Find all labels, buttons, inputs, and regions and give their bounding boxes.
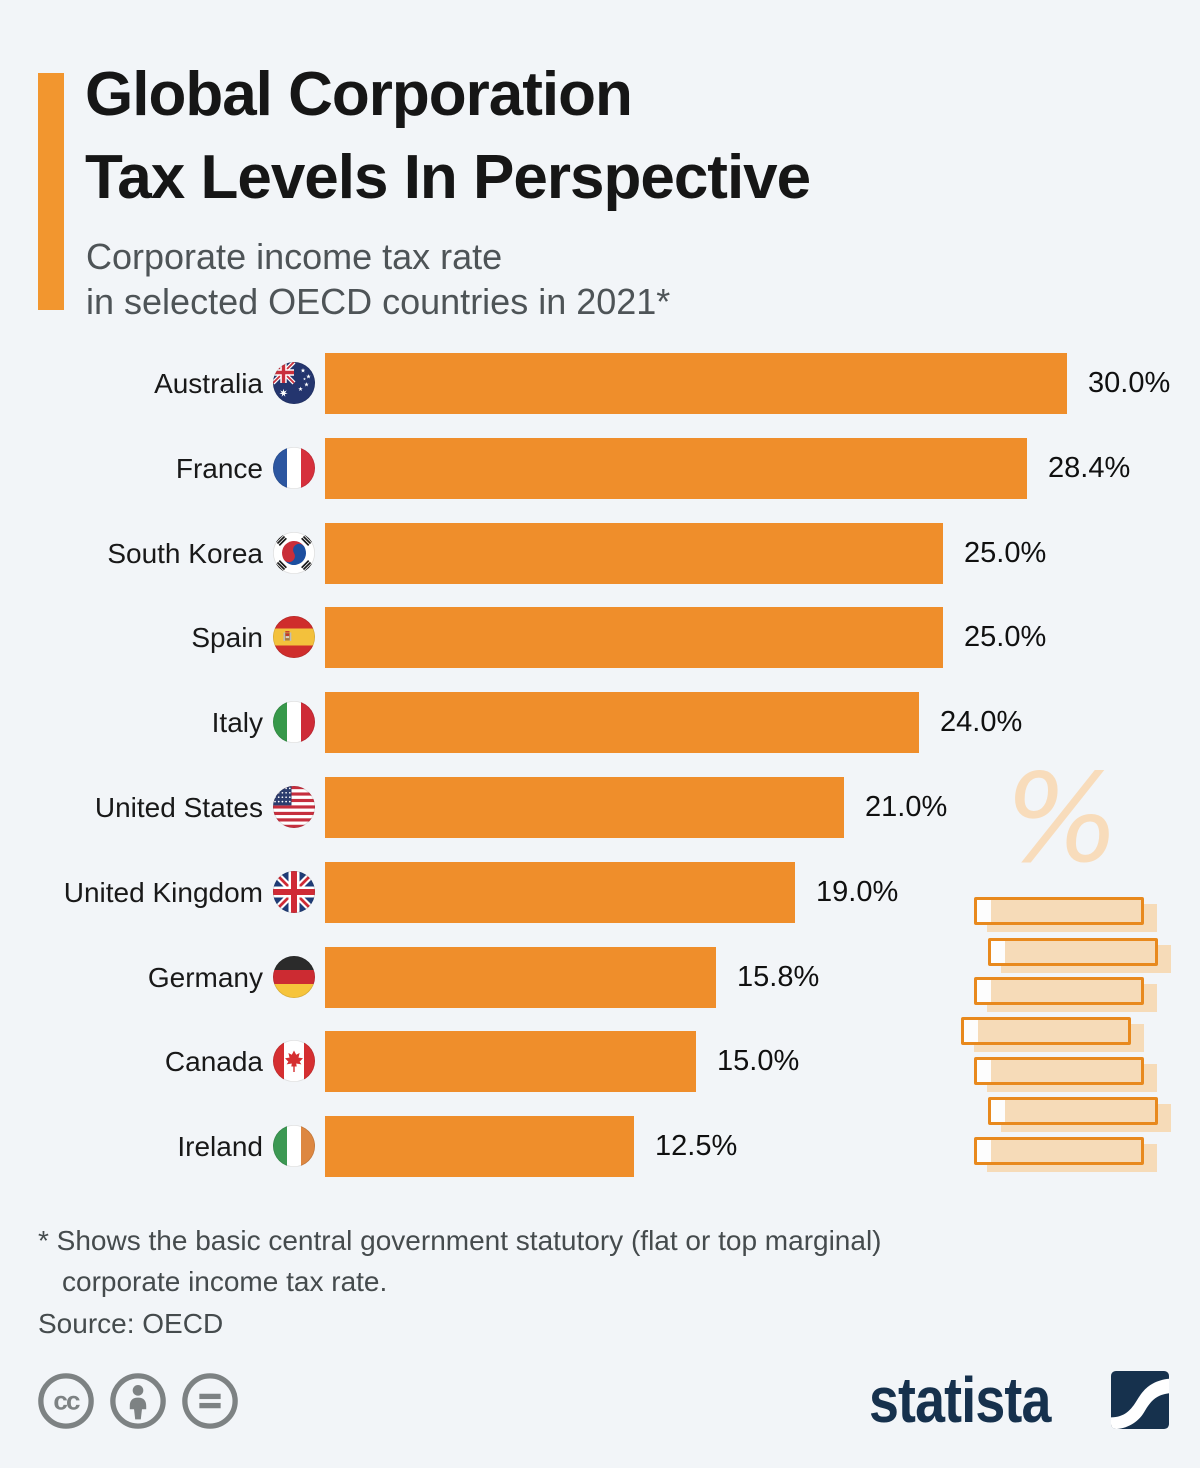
deco-block-strip: [991, 1100, 1005, 1122]
chart-row: Germany 15.8%: [0, 947, 1200, 1008]
flag-south-korea: [272, 531, 316, 575]
value-label: 24.0%: [940, 706, 1023, 738]
chart-row: Italy 24.0%: [0, 692, 1200, 753]
deco-block: [988, 1097, 1158, 1125]
no-derivatives-icon: [182, 1373, 238, 1429]
deco-block: [974, 897, 1144, 925]
footnote-line1: * Shows the basic central government sta…: [38, 1225, 882, 1256]
chart-row: Ireland 12.5%: [0, 1116, 1200, 1177]
value-label: 21.0%: [865, 791, 948, 823]
bar-chart: Australia 30.0% France 28.4% South Korea 25.0…: [0, 353, 1200, 1201]
deco-block: [974, 1137, 1144, 1165]
flag-united-states: [272, 785, 316, 829]
brand: statista: [869, 1368, 1169, 1432]
value-bar: [325, 1031, 696, 1092]
footnote: * Shows the basic central government sta…: [38, 1220, 882, 1302]
statista-logo-icon: [1111, 1371, 1169, 1429]
country-label: Australia: [154, 368, 263, 399]
country-label: United Kingdom: [63, 877, 263, 908]
value-bar: [325, 607, 943, 668]
value-bar: [325, 862, 795, 923]
chart-subtitle-line1: Corporate income tax rate: [86, 236, 503, 277]
value-bar: [325, 1116, 634, 1177]
chart-row: United States 21.0%: [0, 777, 1200, 838]
value-label: 19.0%: [816, 876, 899, 908]
value-label: 28.4%: [1048, 452, 1131, 484]
chart-row: Australia 30.0%: [0, 353, 1200, 414]
footnote-line2: corporate income tax rate.: [62, 1266, 388, 1297]
percent-watermark: %: [1004, 748, 1120, 890]
country-label: Italy: [211, 707, 263, 738]
value-label: 15.0%: [717, 1045, 800, 1077]
deco-block-strip: [977, 980, 991, 1002]
deco-block: [961, 1017, 1131, 1045]
chart-row: France 28.4%: [0, 438, 1200, 499]
value-bar: [325, 777, 844, 838]
value-bar: [325, 523, 943, 584]
country-label: France: [175, 453, 263, 484]
chart-row: Canada 15.0%: [0, 1031, 1200, 1092]
chart-title-line2: Tax Levels In Perspective: [85, 143, 811, 212]
chart-row: South Korea 25.0%: [0, 523, 1200, 584]
chart-subtitle-line2: in selected OECD countries in 2021*: [86, 281, 671, 322]
flag-united-kingdom: [272, 870, 316, 914]
deco-block: [988, 938, 1158, 966]
deco-block-strip: [977, 1140, 991, 1162]
country-label: Germany: [147, 962, 263, 993]
value-label: 15.8%: [737, 961, 820, 993]
deco-block-strip: [991, 941, 1005, 963]
statista-wordmark: statista: [869, 1364, 1051, 1436]
flag-canada: [272, 1039, 316, 1083]
svg-text:cc: cc: [53, 1386, 80, 1416]
chart-subtitle: Corporate income tax rate in selected OEC…: [86, 234, 670, 324]
cc-icon: cc: [38, 1373, 94, 1429]
deco-block: [974, 1057, 1144, 1085]
flag-germany: [272, 955, 316, 999]
chart-row: United Kingdom 19.0%: [0, 862, 1200, 923]
value-label: 25.0%: [964, 537, 1047, 569]
country-label: United States: [94, 792, 263, 823]
value-bar: [325, 947, 716, 1008]
flag-france: [272, 446, 316, 490]
chart-title-line1: Global Corporation: [85, 60, 633, 129]
deco-block-strip: [977, 1060, 991, 1082]
attribution-icon: [110, 1373, 166, 1429]
license-icons: cc: [37, 1372, 239, 1430]
chart-row: Spain 25.0%: [0, 607, 1200, 668]
value-bar: [325, 353, 1067, 414]
country-label: Spain: [191, 622, 263, 653]
source-note: Source: OECD: [38, 1308, 224, 1339]
flag-spain: [272, 615, 316, 659]
deco-block-strip: [977, 900, 991, 922]
flag-italy: [272, 700, 316, 744]
value-bar: [325, 438, 1027, 499]
value-bar: [325, 692, 919, 753]
value-label: 30.0%: [1088, 367, 1171, 399]
deco-block-strip: [964, 1020, 978, 1042]
country-label: Ireland: [177, 1131, 263, 1162]
flag-australia: [272, 361, 316, 405]
flag-ireland: [272, 1124, 316, 1168]
value-label: 12.5%: [655, 1130, 738, 1162]
deco-block: [974, 977, 1144, 1005]
title-accent-bar: [38, 73, 64, 310]
chart-title: Global Corporation Tax Levels In Perspect…: [85, 53, 811, 219]
country-label: Canada: [164, 1046, 263, 1077]
value-label: 25.0%: [964, 621, 1047, 653]
country-label: South Korea: [107, 538, 263, 569]
